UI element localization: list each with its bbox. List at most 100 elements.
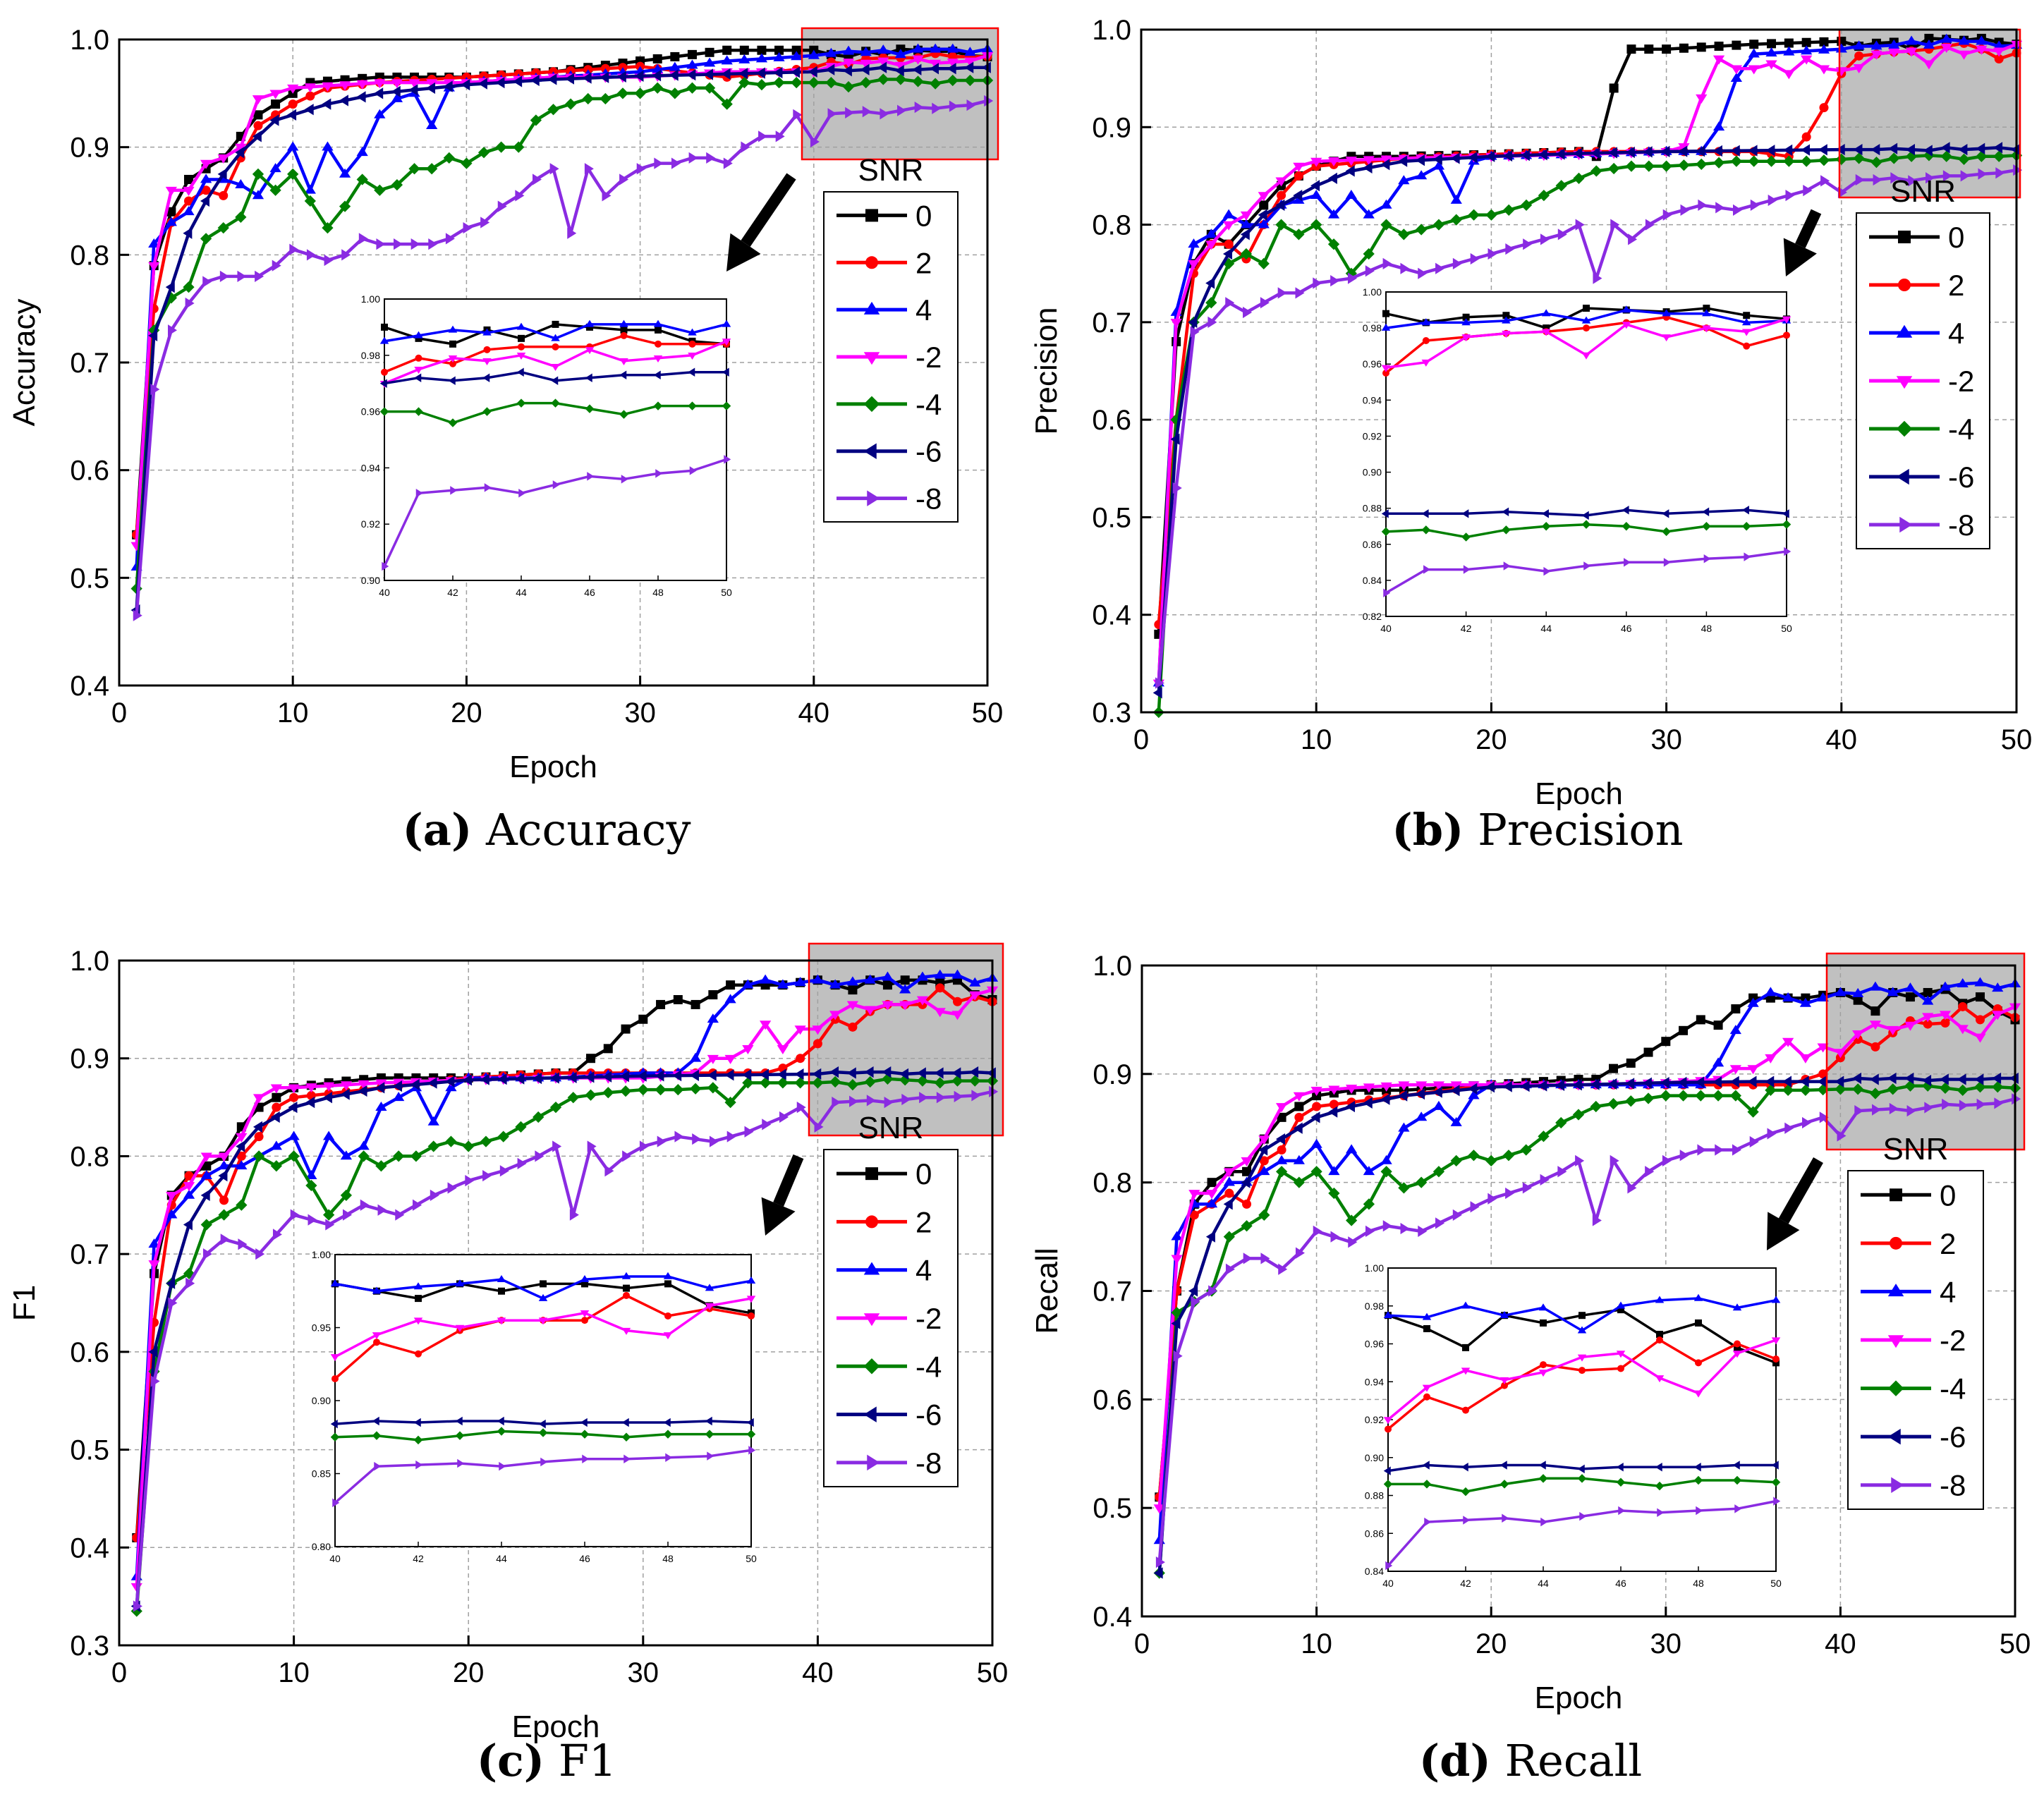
- data-point-snr--2: [217, 154, 229, 164]
- legend-marker-icon: [863, 1262, 880, 1275]
- inset-data-point-snr--8: [415, 1460, 423, 1470]
- data-point-snr--8: [744, 1126, 754, 1138]
- data-point-snr--8: [272, 260, 281, 272]
- data-point-snr-0: [848, 985, 858, 995]
- y-tick-label: 0.4: [70, 671, 109, 702]
- data-point-snr-2: [1329, 1099, 1339, 1109]
- data-point-snr--6: [773, 66, 783, 79]
- data-point-snr--6: [391, 85, 401, 98]
- inset-data-point-snr--8: [518, 489, 526, 498]
- data-point-snr-2: [219, 1195, 229, 1205]
- inset-data-point-snr--8: [1540, 1517, 1548, 1527]
- data-point-snr--2: [1905, 47, 1918, 57]
- inset-data-point-snr--8: [587, 472, 595, 481]
- data-point-snr--8: [602, 190, 612, 202]
- x-axis-label: Epoch: [1535, 776, 1623, 811]
- data-point-snr--6: [2010, 143, 2020, 156]
- legend-marker-icon: [863, 1358, 880, 1375]
- data-point-snr-4: [1957, 978, 1969, 988]
- data-point-snr--6: [759, 1068, 769, 1080]
- data-point-snr--2: [269, 90, 281, 99]
- inset-data-point-snr--6: [1383, 1466, 1391, 1475]
- inset-data-point-snr-0: [1578, 1312, 1586, 1320]
- inset-data-point-snr--8: [457, 1458, 465, 1468]
- data-point-snr--2: [235, 143, 247, 153]
- inset-data-point-snr--8: [415, 489, 423, 498]
- data-point-snr--2: [358, 1080, 370, 1090]
- data-point-snr-4: [1223, 1176, 1235, 1186]
- inset-data-point-snr-2: [1540, 1361, 1547, 1369]
- data-point-snr--4: [513, 141, 525, 153]
- data-point-snr--4: [567, 1092, 579, 1104]
- data-point-snr--2: [1747, 1065, 1759, 1075]
- data-point-snr--6: [860, 63, 870, 75]
- data-point-snr--8: [289, 243, 299, 255]
- data-point-snr-4: [427, 1116, 439, 1126]
- data-point-snr--6: [1171, 1317, 1181, 1329]
- data-point-snr--4: [616, 87, 629, 99]
- legend-item-snr--4: -4: [1869, 413, 1974, 446]
- zoom-region-border: [801, 27, 999, 161]
- data-point-snr-0: [166, 207, 176, 217]
- inset-data-point-snr--8: [623, 1454, 631, 1464]
- data-point-snr--2: [1957, 1025, 1969, 1035]
- data-point-snr--2: [340, 1081, 353, 1091]
- data-point-snr--6: [1380, 1093, 1390, 1105]
- inset-data-point-snr-2: [331, 1375, 339, 1382]
- data-point-snr--4: [1485, 209, 1497, 221]
- data-point-snr--4: [1241, 1220, 1253, 1232]
- data-point-snr--2: [200, 1152, 212, 1162]
- legend-label: -6: [915, 1398, 942, 1432]
- inset-data-point-snr--8: [1423, 565, 1431, 574]
- inset-data-point-snr-0: [415, 1295, 422, 1303]
- data-point-snr--6: [340, 1088, 350, 1100]
- data-point-snr--4: [547, 104, 559, 116]
- data-point-snr--6: [269, 114, 279, 126]
- data-point-snr--8: [587, 1140, 597, 1152]
- data-point-snr--8: [1540, 1174, 1550, 1186]
- data-point-snr--2: [1432, 1081, 1445, 1091]
- legend-marker-icon: [1890, 1236, 1902, 1250]
- data-point-snr--4: [585, 1089, 597, 1101]
- data-point-snr-4: [1450, 194, 1462, 204]
- data-point-snr-0: [1731, 1004, 1741, 1014]
- inset-data-point-snr--2: [538, 1317, 548, 1325]
- legend-item-snr-4: 4: [837, 293, 932, 327]
- inset-data-point-snr--4: [580, 1430, 590, 1439]
- y-tick-label: 0.6: [1092, 405, 1131, 436]
- data-point-snr-2: [1294, 171, 1303, 181]
- inset-data-point-snr--4: [1502, 525, 1511, 535]
- data-point-snr--6: [533, 1072, 542, 1085]
- data-point-snr--6: [166, 1277, 176, 1289]
- inset-series-snr--8: [1383, 547, 1791, 598]
- inset-data-point-snr-0: [1656, 1331, 1663, 1339]
- inset-x-tick-label: 50: [746, 1553, 757, 1564]
- inset-data-point-snr--2: [585, 347, 595, 355]
- series-snr--6: [130, 1066, 996, 1612]
- data-point-snr-4: [1940, 33, 1952, 43]
- data-point-snr--6: [986, 1067, 996, 1079]
- y-axis-label: F1: [7, 1285, 42, 1321]
- inset-data-point-snr-4: [1662, 309, 1671, 317]
- series-snr--4: [1152, 150, 2023, 719]
- legend-marker-icon: [863, 1406, 877, 1422]
- inset-data-point-snr-2: [449, 360, 456, 367]
- inset-data-point-snr-2: [1695, 1359, 1702, 1367]
- inset-data-point-snr--4: [1422, 1480, 1432, 1489]
- data-point-snr-4: [148, 238, 160, 248]
- y-tick-label: 0.9: [70, 133, 109, 164]
- data-point-snr--6: [1765, 145, 1775, 157]
- data-point-snr--8: [535, 1150, 545, 1162]
- data-point-snr--6: [1327, 172, 1337, 185]
- inset-data-point-snr--2: [1622, 322, 1631, 329]
- data-point-snr-4: [148, 1238, 160, 1248]
- inset-data-point-snr--8: [1618, 1506, 1626, 1516]
- data-point-snr--4: [1398, 1182, 1410, 1194]
- data-point-snr--6: [947, 63, 956, 75]
- inset-data-point-snr--6: [585, 373, 592, 382]
- data-point-snr--2: [877, 57, 889, 67]
- data-point-snr--8: [1172, 482, 1182, 494]
- data-point-snr--4: [689, 1083, 702, 1095]
- axis-ticks: [1140, 964, 2016, 1618]
- data-point-snr-4: [689, 1052, 702, 1062]
